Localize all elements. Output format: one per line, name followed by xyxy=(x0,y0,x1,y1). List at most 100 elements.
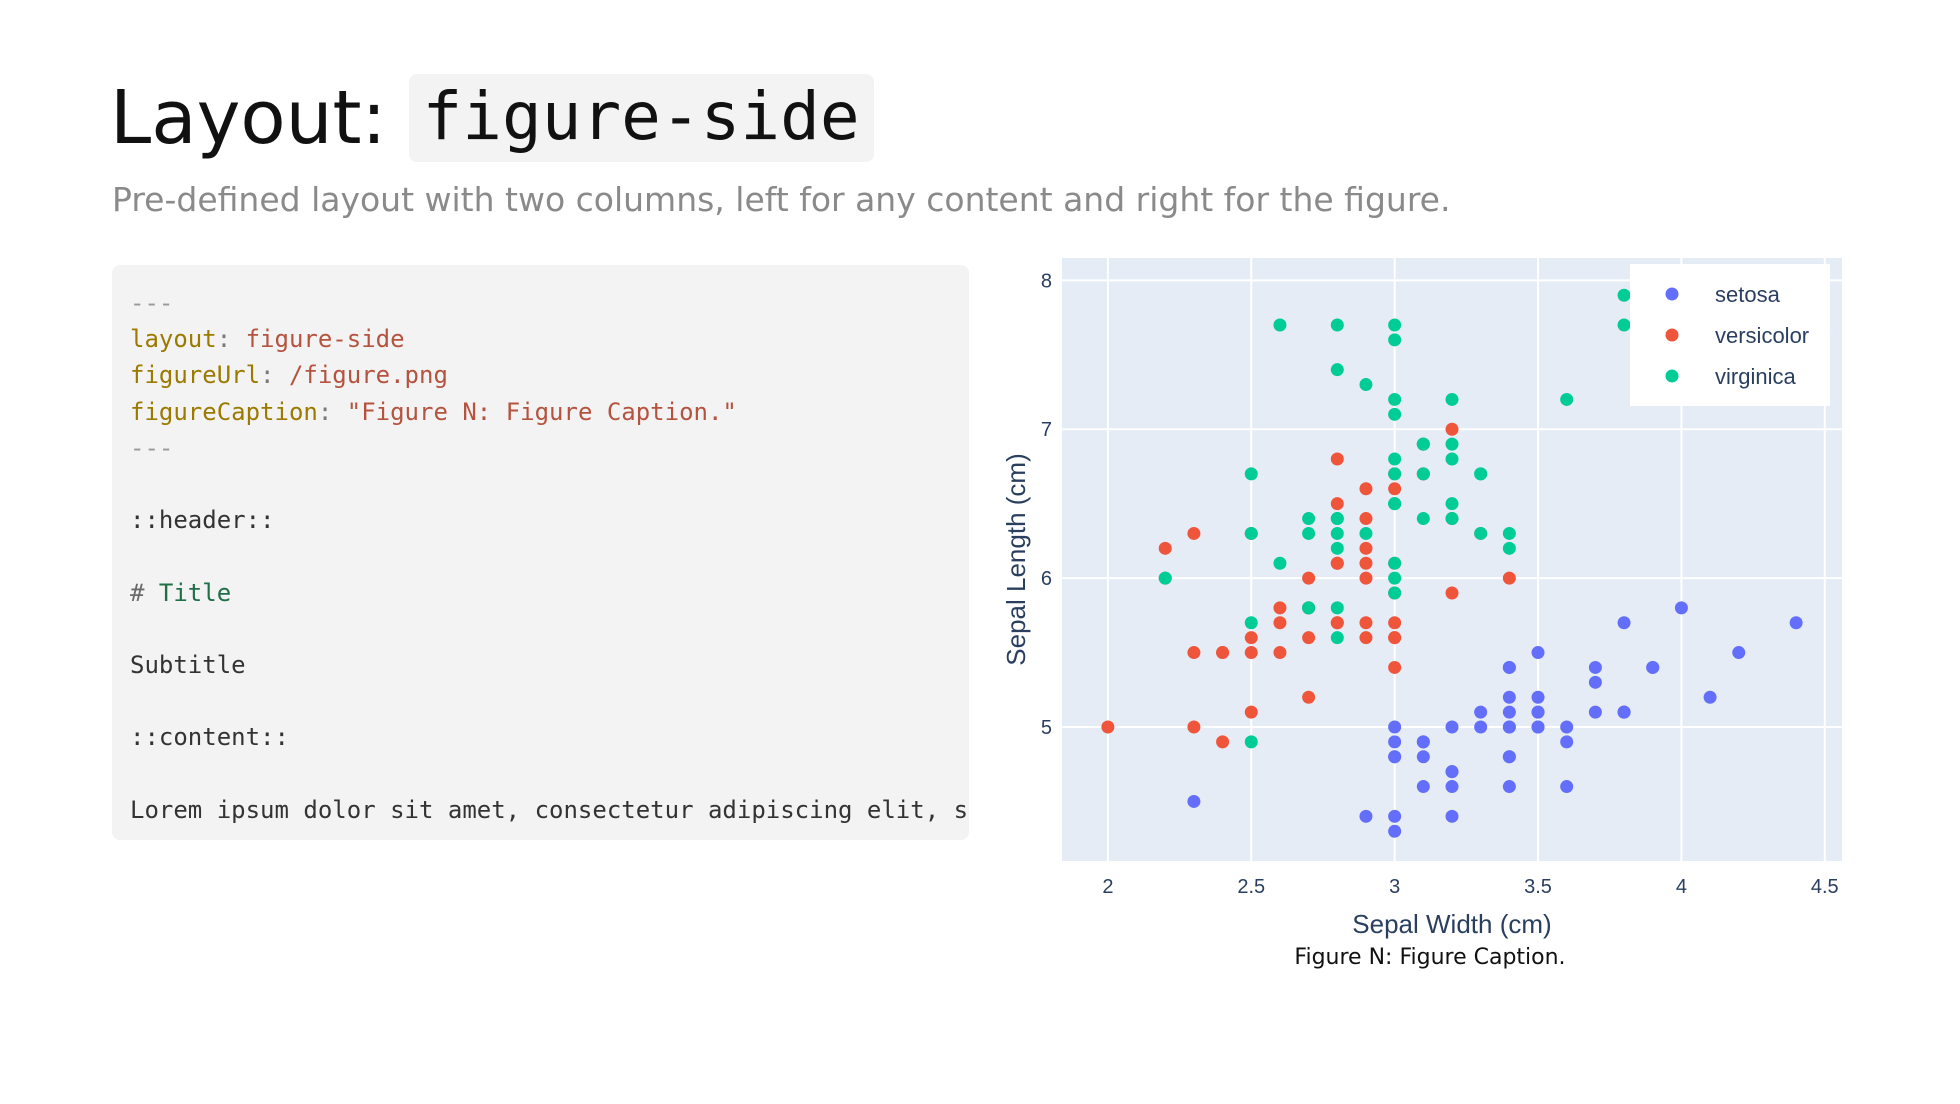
data-point-versicolor xyxy=(1445,586,1459,600)
code-token: : xyxy=(216,325,246,354)
data-point-setosa xyxy=(1531,720,1545,734)
data-point-versicolor xyxy=(1388,482,1402,496)
data-point-versicolor xyxy=(1273,646,1287,660)
code-line xyxy=(130,683,969,719)
legend-label: virginica xyxy=(1715,364,1796,389)
data-point-virginica xyxy=(1445,452,1459,466)
code-token: /figure.png xyxy=(288,361,448,390)
data-point-virginica xyxy=(1474,467,1488,481)
data-point-versicolor xyxy=(1187,720,1201,734)
y-tick-label: 7 xyxy=(1041,419,1052,441)
legend-marker-setosa xyxy=(1665,287,1679,301)
code-token: layout xyxy=(130,325,217,354)
data-point-versicolor xyxy=(1302,571,1316,585)
data-point-setosa xyxy=(1617,616,1631,630)
data-point-versicolor xyxy=(1359,482,1373,496)
data-point-setosa xyxy=(1502,660,1516,674)
data-point-virginica xyxy=(1330,631,1344,645)
data-point-setosa xyxy=(1388,824,1402,838)
data-point-versicolor xyxy=(1158,541,1172,555)
data-point-virginica xyxy=(1388,392,1402,406)
x-axis-title: Sepal Width (cm) xyxy=(1352,909,1551,939)
data-point-virginica xyxy=(1388,467,1402,481)
code-token: figureCaption xyxy=(130,397,318,426)
data-point-setosa xyxy=(1502,705,1516,719)
data-point-virginica xyxy=(1302,526,1316,540)
legend-marker-versicolor xyxy=(1665,328,1679,342)
data-point-setosa xyxy=(1674,601,1688,615)
data-point-virginica xyxy=(1388,407,1402,421)
code-token: ::header:: xyxy=(130,506,275,535)
data-point-setosa xyxy=(1388,735,1402,749)
code-line xyxy=(130,538,969,574)
data-point-virginica xyxy=(1302,601,1316,615)
data-point-versicolor xyxy=(1101,720,1115,734)
data-point-versicolor xyxy=(1330,497,1344,511)
code-block: --- layout: figure-side figureUrl: /figure… xyxy=(112,265,969,840)
data-point-setosa xyxy=(1531,705,1545,719)
data-point-versicolor xyxy=(1244,646,1258,660)
figure-caption: Figure N: Figure Caption. xyxy=(1294,945,1566,970)
code-line: ::content:: xyxy=(130,719,969,755)
data-point-virginica xyxy=(1244,616,1258,630)
legend-marker-virginica xyxy=(1665,369,1679,383)
data-point-setosa xyxy=(1588,705,1602,719)
data-point-virginica xyxy=(1330,318,1344,332)
data-point-virginica xyxy=(1330,541,1344,555)
x-tick-label: 4 xyxy=(1676,876,1687,898)
data-point-setosa xyxy=(1445,780,1459,794)
data-point-setosa xyxy=(1560,735,1574,749)
data-point-versicolor xyxy=(1359,556,1373,570)
data-point-virginica xyxy=(1416,437,1430,451)
slide-title-code: figure-side xyxy=(408,74,874,162)
y-tick-label: 6 xyxy=(1041,568,1052,590)
data-point-setosa xyxy=(1474,720,1488,734)
code-line: figureCaption: "Figure N: Figure Caption… xyxy=(130,394,969,430)
x-tick-label: 3 xyxy=(1389,876,1400,898)
code-line: Subtitle xyxy=(130,647,969,683)
data-point-virginica xyxy=(1273,556,1287,570)
code-line: Lorem ipsum dolor sit amet, consectetur … xyxy=(130,792,969,828)
data-point-virginica xyxy=(1560,392,1574,406)
code-token: figure-side xyxy=(245,325,405,354)
data-point-virginica xyxy=(1359,526,1373,540)
data-point-versicolor xyxy=(1359,571,1373,585)
legend-label: setosa xyxy=(1715,282,1781,307)
data-point-versicolor xyxy=(1330,556,1344,570)
data-point-versicolor xyxy=(1359,541,1373,555)
data-point-versicolor xyxy=(1302,690,1316,704)
data-point-virginica xyxy=(1388,571,1402,585)
x-tick-label: 2.5 xyxy=(1237,876,1265,898)
data-point-setosa xyxy=(1588,660,1602,674)
data-point-setosa xyxy=(1445,765,1459,779)
code-token: : xyxy=(317,397,347,426)
scatter-chart: 2 2.5 3 3.5 4 4.5 5 6 7 8 Sepal Width (cm) Sepal Le… xyxy=(1001,258,1842,939)
data-point-virginica xyxy=(1158,571,1172,585)
data-point-virginica xyxy=(1244,467,1258,481)
slide-subtitle: Pre-defined layout with two columns, lef… xyxy=(112,180,1451,219)
data-point-versicolor xyxy=(1445,422,1459,436)
data-point-setosa xyxy=(1502,780,1516,794)
x-tick-label: 4.5 xyxy=(1811,876,1839,898)
data-point-virginica xyxy=(1244,735,1258,749)
slide-title: Layout: figure-side xyxy=(110,74,874,162)
data-point-virginica xyxy=(1388,333,1402,347)
data-point-virginica xyxy=(1330,601,1344,615)
code-line: layout: figure-side xyxy=(130,321,969,357)
data-point-setosa xyxy=(1359,809,1373,823)
code-line xyxy=(130,466,969,502)
data-point-setosa xyxy=(1502,750,1516,764)
data-point-setosa xyxy=(1588,675,1602,689)
data-point-virginica xyxy=(1302,512,1316,526)
data-point-virginica xyxy=(1388,586,1402,600)
data-point-setosa xyxy=(1416,780,1430,794)
data-point-versicolor xyxy=(1502,571,1516,585)
data-point-virginica xyxy=(1416,467,1430,481)
code-line xyxy=(130,755,969,791)
data-point-virginica xyxy=(1617,318,1631,332)
data-point-versicolor xyxy=(1359,512,1373,526)
data-point-virginica xyxy=(1330,363,1344,377)
code-line: --- xyxy=(130,430,969,466)
data-point-versicolor xyxy=(1273,601,1287,615)
data-point-versicolor xyxy=(1273,616,1287,630)
